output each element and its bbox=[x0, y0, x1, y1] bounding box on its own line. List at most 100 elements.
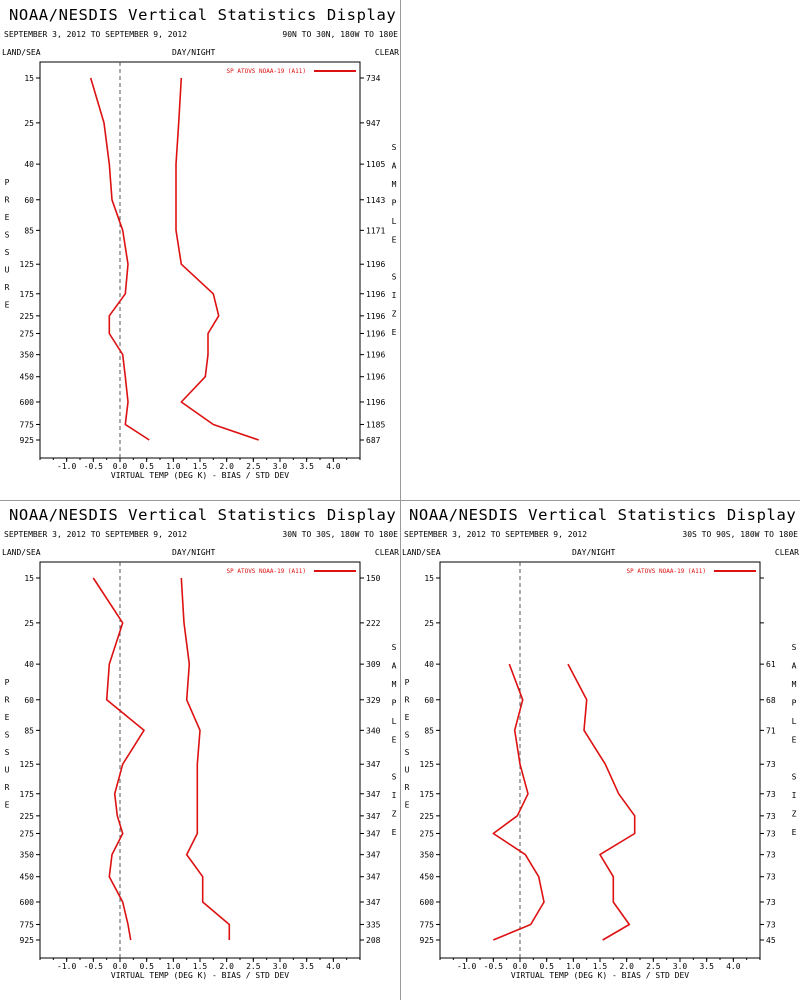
bias-series-line bbox=[89, 77, 150, 441]
x-tick-label: 4.0 bbox=[726, 962, 741, 971]
pressure-level-label: 775 bbox=[20, 420, 35, 429]
pressure-level-label: 175 bbox=[20, 790, 35, 799]
sample-size-label: 73 bbox=[766, 812, 776, 821]
pressure-level-label: 40 bbox=[24, 160, 34, 169]
chart-svg: -1.0 -0.5 0.0 0.5 1.0 1.5 2.0 2.5 3.0 3.5 4.0 VIRTU… bbox=[405, 561, 797, 980]
sample-size-label: 347 bbox=[366, 790, 381, 799]
pressure-level-label: 600 bbox=[420, 898, 435, 907]
pressure-level-label: 600 bbox=[20, 898, 35, 907]
x-tick-label: 1.5 bbox=[593, 962, 608, 971]
clear-label: CLEAR bbox=[374, 548, 399, 557]
x-tick-label: 4.0 bbox=[326, 962, 341, 971]
sample-size-label: 347 bbox=[366, 851, 381, 860]
sample-size-label: 1196 bbox=[366, 398, 385, 407]
std-dev-series-line bbox=[567, 663, 636, 941]
pressure-level-label: 125 bbox=[20, 260, 35, 269]
legend-label: SP ATOVS NOAA-19 (A11) bbox=[227, 68, 306, 75]
x-axis-label: VIRTUAL TEMP (DEG K) - BIAS / STD DEV bbox=[111, 971, 289, 980]
chart-panel-south: NOAA/NESDIS Vertical Statistics Display S… bbox=[400, 500, 800, 1000]
x-tick-label: -0.5 bbox=[84, 962, 103, 971]
land-sea-label: LAND/SEA bbox=[2, 548, 41, 557]
sample-size-label: 329 bbox=[366, 696, 381, 705]
pressure-level-label: 450 bbox=[420, 873, 435, 882]
sample-size-label: 734 bbox=[366, 74, 381, 83]
chart-panel-north: NOAA/NESDIS Vertical Statistics Display S… bbox=[0, 0, 400, 500]
x-axis-label: VIRTUAL TEMP (DEG K) - BIAS / STD DEV bbox=[511, 971, 689, 980]
sample-size-label: 347 bbox=[366, 829, 381, 838]
x-tick-label: 0.0 bbox=[113, 462, 128, 471]
x-tick-label: 3.5 bbox=[299, 962, 314, 971]
x-tick-label: 3.0 bbox=[273, 962, 288, 971]
x-tick-label: 1.0 bbox=[166, 962, 181, 971]
x-tick-label: 1.5 bbox=[193, 462, 208, 471]
chart-svg: -1.0 -0.5 0.0 0.5 1.0 1.5 2.0 2.5 3.0 3.5 4.0 VIRTU… bbox=[5, 561, 397, 980]
sample-size-label: 45 bbox=[766, 936, 776, 945]
pressure-level-label: 350 bbox=[20, 851, 35, 860]
sample-size-label: 73 bbox=[766, 920, 776, 929]
x-tick-label: -1.0 bbox=[57, 962, 76, 971]
x-tick-label: 2.0 bbox=[619, 962, 634, 971]
sample-size-label: 347 bbox=[366, 898, 381, 907]
sample-size-label: 222 bbox=[366, 619, 381, 628]
date-range: SEPTEMBER 3, 2012 TO SEPTEMBER 9, 2012 bbox=[4, 530, 188, 539]
clear-label: CLEAR bbox=[774, 548, 799, 557]
pressure-level-label: 225 bbox=[20, 312, 35, 321]
region-label: 90N TO 30N, 180W TO 180E bbox=[282, 30, 398, 39]
chart-title: NOAA/NESDIS Vertical Statistics Display bbox=[409, 506, 797, 524]
sample-size-label: 1196 bbox=[366, 351, 385, 360]
chart-panel-tropics: NOAA/NESDIS Vertical Statistics Display S… bbox=[0, 500, 400, 1000]
sample-size-label: 71 bbox=[766, 726, 776, 735]
pressure-level-label: 225 bbox=[420, 812, 435, 821]
sample-size-label: 340 bbox=[366, 726, 381, 735]
pressure-level-label: 125 bbox=[420, 760, 435, 769]
pressure-level-label: 450 bbox=[20, 373, 35, 382]
pressure-level-label: 60 bbox=[424, 696, 434, 705]
pressure-level-label: 60 bbox=[24, 696, 34, 705]
region-label: 30N TO 30S, 180W TO 180E bbox=[282, 530, 398, 539]
x-tick-label: 0.5 bbox=[139, 962, 154, 971]
sample-size-label: 309 bbox=[366, 660, 381, 669]
sample-size-label: 73 bbox=[766, 898, 776, 907]
x-tick-label: 2.5 bbox=[246, 962, 261, 971]
sample-size-label: 347 bbox=[366, 812, 381, 821]
x-tick-label: -0.5 bbox=[484, 962, 503, 971]
pressure-level-label: 15 bbox=[24, 574, 34, 583]
x-tick-label: 2.0 bbox=[219, 962, 234, 971]
x-tick-label: 2.0 bbox=[219, 462, 234, 471]
land-sea-label: LAND/SEA bbox=[2, 48, 41, 57]
sample-size-label: 1196 bbox=[366, 312, 385, 321]
std-dev-series-line bbox=[175, 77, 259, 441]
x-tick-label: 0.5 bbox=[139, 462, 154, 471]
x-tick-label: -1.0 bbox=[457, 962, 476, 971]
x-tick-label: 0.5 bbox=[539, 962, 554, 971]
x-tick-label: 0.0 bbox=[113, 962, 128, 971]
pressure-level-label: 775 bbox=[420, 920, 435, 929]
chart-title: NOAA/NESDIS Vertical Statistics Display bbox=[9, 506, 397, 524]
x-tick-label: 1.0 bbox=[166, 462, 181, 471]
clear-label: CLEAR bbox=[374, 48, 399, 57]
bias-series-line bbox=[492, 663, 545, 941]
sample-size-label: 347 bbox=[366, 873, 381, 882]
pressure-level-label: 175 bbox=[20, 290, 35, 299]
pressure-level-label: 600 bbox=[20, 398, 35, 407]
pressure-level-label: 85 bbox=[24, 726, 34, 735]
pressure-level-label: 125 bbox=[20, 760, 35, 769]
x-tick-label: 4.0 bbox=[326, 462, 341, 471]
pressure-level-label: 275 bbox=[20, 329, 35, 338]
region-label: 30S TO 90S, 180W TO 180E bbox=[682, 530, 798, 539]
x-tick-label: 2.5 bbox=[246, 462, 261, 471]
x-axis-label: VIRTUAL TEMP (DEG K) - BIAS / STD DEV bbox=[111, 471, 289, 480]
sample-size-label: 73 bbox=[766, 760, 776, 769]
pressure-level-label: 25 bbox=[424, 619, 434, 628]
sample-size-label: 68 bbox=[766, 696, 776, 705]
date-range: SEPTEMBER 3, 2012 TO SEPTEMBER 9, 2012 bbox=[4, 30, 188, 39]
pressure-level-label: 925 bbox=[20, 436, 35, 445]
x-tick-label: 0.0 bbox=[513, 962, 528, 971]
panel-divider-top bbox=[400, 0, 401, 500]
sample-size-label: 335 bbox=[366, 920, 381, 929]
x-tick-label: 1.0 bbox=[566, 962, 581, 971]
sample-size-label: 1196 bbox=[366, 290, 385, 299]
pressure-level-label: 925 bbox=[420, 936, 435, 945]
pressure-level-label: 40 bbox=[424, 660, 434, 669]
